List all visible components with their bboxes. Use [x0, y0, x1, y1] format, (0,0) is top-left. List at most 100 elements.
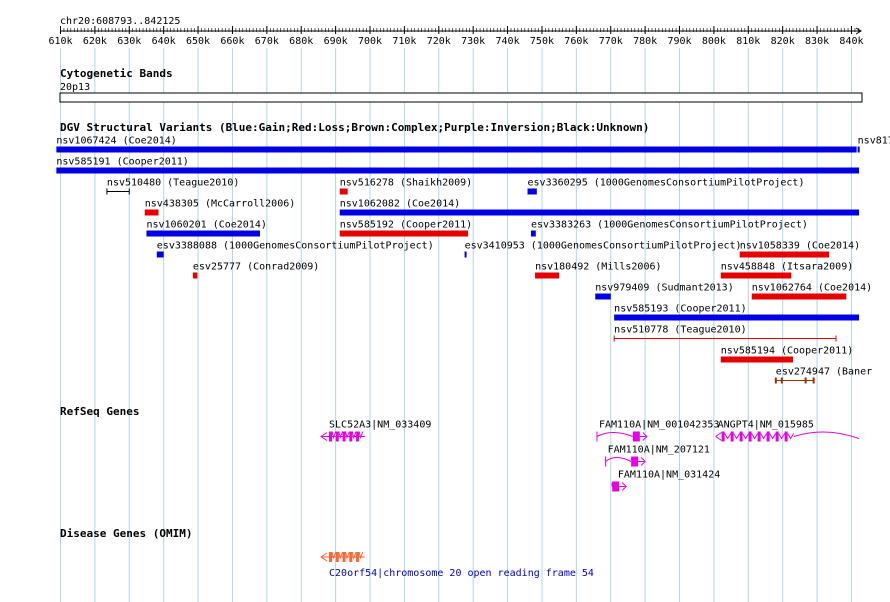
dgv-feature-bar [527, 188, 537, 195]
dgv-feature[interactable]: nsv1060201 (Coe2014) [146, 220, 267, 237]
omim-gene[interactable]: C20orf54|chromosome 20 open reading fram… [320, 551, 594, 579]
dgv-feature[interactable]: nsv180492 (Mills2006) [535, 262, 662, 279]
dgv-feature-block [812, 377, 815, 384]
dgv-feature[interactable]: esv3410953 (1000GenomesConsortiumPilotPr… [464, 241, 742, 258]
gene-intron-line [751, 433, 759, 440]
dgv-feature-label: nsv585194 (Cooper2011) [721, 346, 853, 357]
gene-intron-line [338, 431, 344, 440]
gene-exon [342, 431, 346, 442]
dgv-feature-bar [339, 209, 860, 216]
ruler-tick-label: 730k [461, 36, 485, 47]
gene-exon [748, 431, 752, 442]
dgv-feature[interactable]: nsv458848 (Itsara2009) [720, 262, 853, 279]
gene-intron-line [778, 433, 786, 440]
dgv-feature-bar [144, 209, 159, 216]
dgv-feature-label: esv3388088 (1000GenomesConsortiumPilotPr… [157, 241, 434, 252]
dgv-feature[interactable]: nsv1062764 (Coe2014) [751, 283, 872, 300]
gene-intron-line [351, 431, 357, 440]
dgv-feature-label: nsv585192 (Cooper2011) [340, 220, 472, 231]
refseq-gene[interactable]: FAM110A|NM_207121 [605, 445, 710, 467]
refseq-track-title[interactable]: RefSeq Genes [60, 405, 139, 418]
refseq-gene[interactable]: FAM110A|NM_031424 [611, 470, 720, 492]
cytoband-ideogram[interactable] [59, 92, 863, 103]
refseq-gene[interactable]: SLC52A3|NM_033409 [320, 420, 431, 442]
dgv-feature[interactable]: nsv1058339 (Coe2014) [739, 241, 860, 258]
cytoband-track-title[interactable]: Cytogenetic Bands [60, 67, 173, 80]
strand-arrow-icon [320, 432, 328, 441]
ruler-tick-label: 690k [324, 36, 348, 47]
gene-intron-line [605, 457, 632, 462]
ruler-tick-label: 770k [599, 36, 623, 47]
strand-arrow-icon [320, 552, 328, 562]
refseq-gene[interactable]: FAM110A|NM_001042353 [596, 420, 719, 442]
refseq-gene[interactable]: ANGPT4|NM_015985 [715, 420, 860, 442]
coordinate-ruler[interactable]: 610k 620k 630k 640k 650k 660k 670k 680k 690k 700k… [48, 26, 864, 47]
dgv-feature-label: nsv458848 (Itsara2009) [721, 262, 853, 273]
dgv-feature[interactable]: nsv510480 (Teague2010) [106, 178, 239, 195]
gene-intron-line [331, 551, 337, 560]
gene-intron-line [769, 433, 777, 440]
strand-arrow-icon [621, 482, 627, 491]
dgv-feature-block [774, 377, 777, 384]
dgv-feature-bar [56, 167, 860, 174]
gene-exon [335, 552, 339, 562]
omim-track: C20orf54|chromosome 20 open reading fram… [320, 551, 594, 579]
dgv-feature-label: nsv585193 (Cooper2011) [614, 304, 746, 315]
gene-exon [730, 431, 734, 442]
dgv-feature[interactable]: nsv438305 (McCarroll2006) [144, 199, 296, 216]
gene-intron-line [358, 431, 364, 440]
gene-intron-line [760, 433, 768, 440]
dgv-feature[interactable]: esv25777 (Conrad2009) [192, 262, 319, 279]
dgv-feature[interactable]: nsv817 [857, 136, 890, 153]
dgv-feature[interactable]: nsv585191 (Cooper2011) [56, 157, 860, 174]
dgv-feature-label: esv3410953 (1000GenomesConsortiumPilotPr… [465, 241, 742, 252]
dgv-feature-block [780, 377, 783, 384]
gene-exon [356, 552, 360, 562]
dgv-feature-label: nsv516278 (Shaikh2009) [340, 178, 472, 189]
dgv-feature[interactable]: nsv585194 (Cooper2011) [720, 346, 853, 363]
gene-exon [631, 456, 639, 467]
dgv-feature[interactable]: esv274947 (Baner [774, 367, 872, 384]
ruler-tick-label: 820k [771, 36, 795, 47]
dgv-feature-block [804, 377, 807, 384]
gene-exon [775, 431, 779, 442]
gene-intron-line [742, 433, 750, 440]
gene-exon [612, 481, 620, 492]
dgv-feature-label: nsv1062082 (Coe2014) [340, 199, 460, 210]
dgv-feature[interactable]: nsv979409 (Sudmant2013) [595, 283, 734, 300]
dgv-feature-label: nsv1062764 (Coe2014) [752, 283, 872, 294]
ruler-tick-label: 790k [667, 36, 691, 47]
dgv-feature[interactable]: esv3388088 (1000GenomesConsortiumPilotPr… [156, 241, 434, 258]
dgv-feature-bar [146, 230, 260, 237]
dgv-track-title[interactable]: DGV Structural Variants (Blue:Gain;Red:L… [60, 121, 649, 134]
dgv-feature[interactable]: nsv1062082 (Coe2014) [339, 199, 860, 216]
ruler-tick-label: 610k [48, 36, 72, 47]
dgv-feature[interactable]: nsv510778 (Teague2010) [613, 325, 837, 342]
ruler-tick-label: 650k [186, 36, 210, 47]
dgv-feature-bar [530, 230, 536, 237]
ruler-tick-label: 750k [530, 36, 554, 47]
dgv-feature-label: nsv1067424 (Coe2014) [56, 136, 176, 147]
ruler-tick-label: 760k [564, 36, 588, 47]
dgv-feature-bar [56, 146, 857, 153]
refseq-gene-label: FAM110A|NM_031424 [618, 470, 720, 481]
gene-intron-line [358, 551, 364, 560]
gene-intron-line [351, 551, 357, 560]
refseq-gene-label: FAM110A|NM_001042353 [599, 420, 719, 431]
dgv-feature[interactable]: esv3360295 (1000GenomesConsortiumPilotPr… [527, 178, 805, 195]
strand-arrow-icon [715, 432, 722, 441]
ruler-tick-label: 740k [496, 36, 520, 47]
gene-exon [632, 431, 640, 442]
ruler-tick-label: 840k [839, 36, 863, 47]
dgv-feature[interactable]: nsv1067424 (Coe2014) [56, 136, 857, 153]
dgv-feature[interactable]: esv3383263 (1000GenomesConsortiumPilotPr… [530, 220, 808, 237]
omim-track-title[interactable]: Disease Genes (OMIM) [60, 527, 192, 540]
dgv-feature[interactable]: nsv585192 (Cooper2011) [339, 220, 472, 237]
dgv-feature-bar [192, 272, 198, 279]
dgv-feature-bar [857, 146, 860, 153]
dgv-feature[interactable]: nsv516278 (Shaikh2009) [339, 178, 472, 195]
refseq-track: SLC52A3|NM_033409 FAM110A|NM_001042353ANG… [320, 420, 860, 492]
refseq-gene-label: SLC52A3|NM_033409 [329, 420, 431, 431]
dgv-feature[interactable]: nsv585193 (Cooper2011) [614, 304, 860, 321]
